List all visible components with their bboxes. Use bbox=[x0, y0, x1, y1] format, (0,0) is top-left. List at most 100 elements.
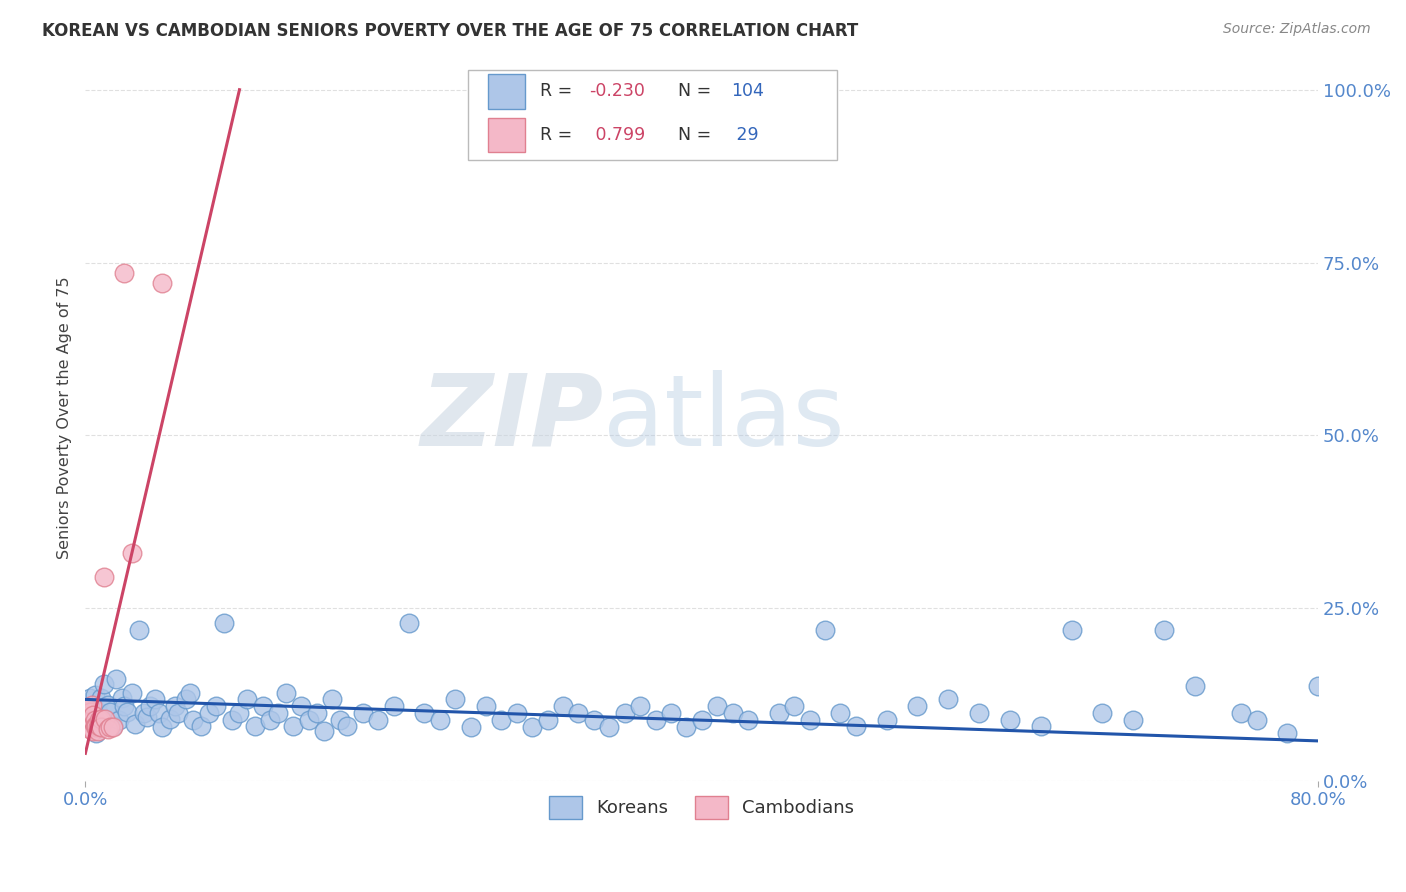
Point bbox=[582, 713, 605, 727]
Point bbox=[1277, 725, 1299, 739]
Point bbox=[121, 685, 143, 699]
Point bbox=[105, 672, 128, 686]
Point bbox=[690, 713, 713, 727]
Point bbox=[77, 712, 100, 726]
Point bbox=[283, 719, 305, 733]
Text: 104: 104 bbox=[731, 82, 765, 101]
Point bbox=[1246, 713, 1268, 727]
Point bbox=[197, 706, 219, 721]
Point bbox=[1230, 706, 1253, 721]
Point bbox=[181, 713, 204, 727]
Point bbox=[460, 720, 482, 734]
Point bbox=[90, 691, 112, 706]
Point bbox=[79, 722, 101, 736]
Point bbox=[367, 713, 389, 727]
Point bbox=[845, 719, 868, 733]
Point bbox=[628, 699, 651, 714]
Text: 29: 29 bbox=[731, 126, 759, 144]
Point bbox=[89, 719, 111, 733]
Text: ZIP: ZIP bbox=[420, 369, 603, 467]
Point bbox=[166, 706, 188, 721]
Point bbox=[76, 712, 98, 726]
Point bbox=[1091, 706, 1114, 721]
Point bbox=[382, 699, 405, 714]
Point bbox=[259, 713, 281, 727]
Point bbox=[97, 722, 120, 736]
Point bbox=[108, 713, 131, 727]
Point bbox=[86, 724, 108, 739]
Point bbox=[79, 705, 101, 719]
Point bbox=[83, 688, 105, 702]
Point bbox=[768, 706, 790, 721]
Point bbox=[90, 712, 112, 726]
Point bbox=[783, 699, 806, 714]
Point bbox=[112, 266, 135, 280]
Point bbox=[86, 705, 108, 719]
Point bbox=[1308, 679, 1330, 693]
Point bbox=[274, 685, 297, 699]
Text: N =: N = bbox=[678, 82, 717, 101]
Point bbox=[352, 706, 374, 721]
Point bbox=[252, 699, 274, 714]
Point bbox=[82, 698, 104, 712]
Point bbox=[298, 713, 321, 727]
Point bbox=[83, 713, 105, 727]
Point bbox=[76, 715, 98, 730]
Point bbox=[115, 705, 138, 719]
Point bbox=[1060, 624, 1083, 638]
Point bbox=[243, 719, 266, 733]
Point bbox=[80, 715, 103, 730]
Point bbox=[111, 691, 134, 706]
Point bbox=[84, 720, 107, 734]
Point bbox=[94, 712, 117, 726]
Point bbox=[80, 713, 103, 727]
Point bbox=[936, 692, 959, 706]
Point bbox=[876, 713, 898, 727]
Point bbox=[128, 624, 150, 638]
Legend: Koreans, Cambodians: Koreans, Cambodians bbox=[543, 789, 862, 826]
Point bbox=[89, 719, 111, 733]
Point bbox=[675, 720, 697, 734]
Point bbox=[537, 713, 560, 727]
Point bbox=[190, 719, 212, 733]
Point bbox=[143, 692, 166, 706]
Point bbox=[89, 713, 111, 727]
Bar bbox=[488, 118, 526, 153]
Point bbox=[799, 713, 821, 727]
Point bbox=[101, 719, 124, 733]
Point bbox=[152, 720, 174, 734]
Point bbox=[174, 692, 197, 706]
Point bbox=[475, 699, 498, 714]
Point bbox=[93, 570, 115, 584]
Text: 0.799: 0.799 bbox=[589, 126, 645, 144]
Text: atlas: atlas bbox=[603, 369, 845, 467]
Point bbox=[998, 713, 1021, 727]
Text: KOREAN VS CAMBODIAN SENIORS POVERTY OVER THE AGE OF 75 CORRELATION CHART: KOREAN VS CAMBODIAN SENIORS POVERTY OVER… bbox=[42, 22, 859, 40]
Point bbox=[77, 719, 100, 733]
Point bbox=[83, 719, 105, 733]
Point bbox=[86, 720, 108, 734]
Text: Source: ZipAtlas.com: Source: ZipAtlas.com bbox=[1223, 22, 1371, 37]
Point bbox=[398, 616, 420, 631]
Point bbox=[1153, 624, 1175, 638]
Point bbox=[79, 691, 101, 706]
Point bbox=[82, 724, 104, 739]
Text: -0.230: -0.230 bbox=[589, 82, 645, 101]
Point bbox=[148, 706, 170, 721]
Point bbox=[93, 677, 115, 691]
Bar bbox=[488, 74, 526, 109]
Point bbox=[221, 713, 243, 727]
Point bbox=[413, 706, 436, 721]
Point bbox=[329, 713, 352, 727]
Point bbox=[94, 712, 117, 726]
Point bbox=[76, 701, 98, 715]
Point bbox=[429, 713, 451, 727]
Point bbox=[336, 719, 359, 733]
Point bbox=[121, 546, 143, 560]
Point bbox=[290, 699, 312, 714]
FancyBboxPatch shape bbox=[468, 70, 838, 161]
Point bbox=[159, 712, 181, 726]
Point bbox=[1184, 679, 1206, 693]
Point bbox=[212, 616, 235, 631]
Point bbox=[205, 699, 228, 714]
